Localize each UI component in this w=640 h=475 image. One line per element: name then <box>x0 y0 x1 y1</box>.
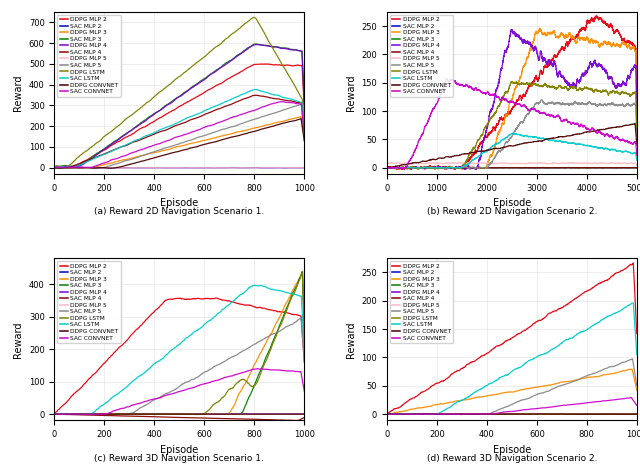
Y-axis label: Reward: Reward <box>346 321 356 358</box>
Title: (b) Reward 2D Navigation Scenario 2.: (b) Reward 2D Navigation Scenario 2. <box>427 207 597 216</box>
Legend: DDPG MLP 2, SAC MLP 2, DDPG MLP 3, SAC MLP 3, DDPG MLP 4, SAC MLP 4, DDPG MLP 5,: DDPG MLP 2, SAC MLP 2, DDPG MLP 3, SAC M… <box>390 15 453 96</box>
X-axis label: Episode: Episode <box>493 445 531 455</box>
Title: (a) Reward 2D Navigation Scenario 1.: (a) Reward 2D Navigation Scenario 1. <box>94 207 264 216</box>
Legend: DDPG MLP 2, SAC MLP 2, DDPG MLP 3, SAC MLP 3, DDPG MLP 4, SAC MLP 4, DDPG MLP 5,: DDPG MLP 2, SAC MLP 2, DDPG MLP 3, SAC M… <box>58 261 120 343</box>
X-axis label: Episode: Episode <box>160 445 198 455</box>
X-axis label: Episode: Episode <box>160 198 198 208</box>
Legend: DDPG MLP 2, SAC MLP 2, DDPG MLP 3, SAC MLP 3, DDPG MLP 4, SAC MLP 4, DDPG MLP 5,: DDPG MLP 2, SAC MLP 2, DDPG MLP 3, SAC M… <box>58 15 120 96</box>
Title: (d) Reward 3D Navigation Scenario 2.: (d) Reward 3D Navigation Scenario 2. <box>427 454 597 463</box>
Y-axis label: Reward: Reward <box>346 75 356 111</box>
X-axis label: Episode: Episode <box>493 198 531 208</box>
Title: (c) Reward 3D Navigation Scenario 1.: (c) Reward 3D Navigation Scenario 1. <box>95 454 264 463</box>
Y-axis label: Reward: Reward <box>13 75 23 111</box>
Y-axis label: Reward: Reward <box>13 321 23 358</box>
Legend: DDPG MLP 2, SAC MLP 2, DDPG MLP 3, SAC MLP 3, DDPG MLP 4, SAC MLP 4, DDPG MLP 5,: DDPG MLP 2, SAC MLP 2, DDPG MLP 3, SAC M… <box>390 261 453 343</box>
